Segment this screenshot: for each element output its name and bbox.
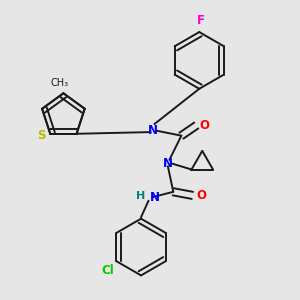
- Text: O: O: [196, 189, 206, 202]
- Text: O: O: [200, 119, 210, 132]
- Text: S: S: [37, 129, 46, 142]
- Text: F: F: [197, 14, 205, 27]
- Text: N: N: [163, 157, 173, 170]
- Text: H: H: [136, 191, 146, 201]
- Text: N: N: [149, 191, 159, 204]
- Text: N: N: [148, 124, 158, 137]
- Text: Cl: Cl: [101, 264, 114, 277]
- Text: CH₃: CH₃: [51, 78, 69, 88]
